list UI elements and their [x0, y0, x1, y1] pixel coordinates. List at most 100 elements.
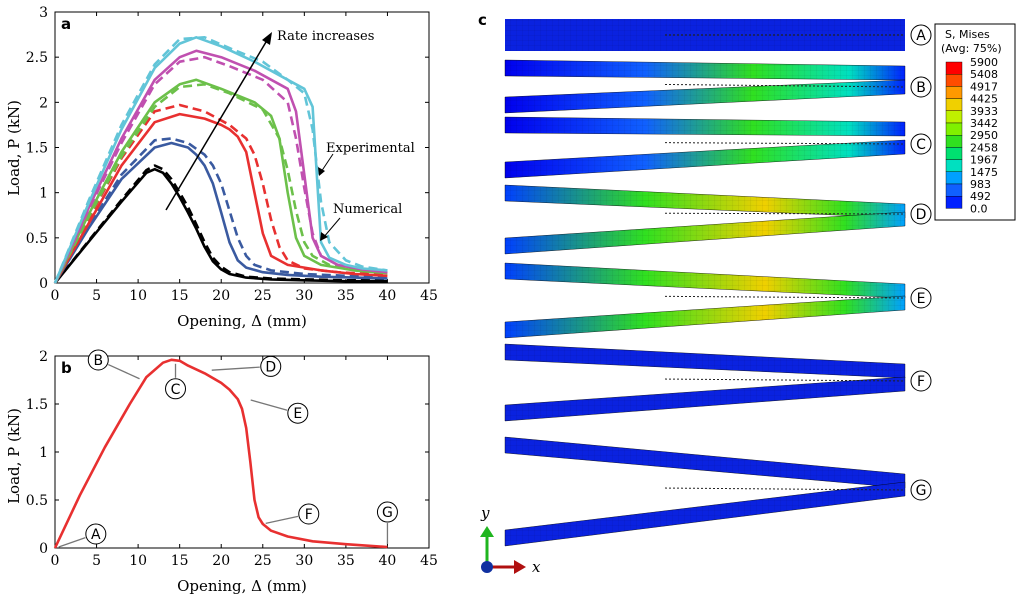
x-tick-label: 5: [92, 553, 101, 569]
panel-a-chart: a 0 5 10 15 20 25 30 35 40 45 0 0.5 1 1.5 2 2.5 3 Openin…: [5, 5, 438, 330]
series-line-4: [53, 137, 388, 284]
cohesive-zone: [664, 487, 906, 491]
legend-level: 5408: [970, 68, 998, 81]
state-label: E: [917, 291, 926, 307]
x-tick-label: 25: [254, 288, 272, 304]
marker-circle: [87, 349, 109, 371]
legend-swatch: [945, 147, 963, 160]
marker-label: B: [93, 353, 103, 369]
panel-b-markers: A B C D E F G: [58, 349, 398, 548]
beam-state-C: C: [504, 116, 932, 179]
legend-items: 5900540849174425393334422950245819671475…: [945, 56, 998, 215]
cohesive-zone: [664, 378, 906, 382]
legend-level: 3933: [970, 105, 998, 118]
x-tick-label: 10: [129, 553, 147, 569]
panel-b-series: [53, 358, 388, 549]
legend-swatch: [945, 134, 963, 148]
y-axis-arrow-head: [480, 526, 494, 537]
marker-circle: [298, 503, 320, 525]
marker-label: C: [171, 382, 181, 398]
legend-swatch: [945, 73, 963, 87]
series-line-10: [53, 55, 388, 284]
series-line-1: [53, 358, 388, 549]
legend-level: 1475: [970, 166, 998, 179]
beam-lower-mesh: [505, 80, 905, 113]
y-tick-label: 2: [39, 349, 48, 365]
rate-arrow: [165, 41, 267, 211]
marker-circle: [260, 355, 282, 377]
marker-leader: [58, 537, 86, 548]
cohesive-zone: [664, 142, 906, 145]
marker-circle: [376, 501, 398, 523]
marker-circle: [165, 378, 187, 400]
x-tick-label: 35: [337, 553, 355, 569]
y-tick-label: 2.5: [26, 50, 48, 66]
marker-leader: [211, 366, 260, 371]
cohesive-zone: [664, 295, 906, 299]
x-axis-arrow-head: [514, 560, 526, 574]
y-tick-label: 1.5: [26, 141, 48, 157]
legend-title: S, Mises: [945, 28, 990, 41]
beam-state-G: G: [504, 436, 932, 547]
x-tick-label: 30: [295, 288, 313, 304]
legend-swatch: [945, 61, 963, 75]
x-tick-label: 0: [51, 553, 60, 569]
axis-origin: [481, 561, 493, 573]
state-label: C: [916, 137, 926, 153]
beam-lower-mesh: [505, 482, 905, 546]
experimental-pointer-head: [318, 167, 325, 176]
state-label-circle: [910, 287, 932, 309]
legend-swatch: [945, 98, 963, 111]
x-tick-label: 10: [129, 288, 147, 304]
state-label-circle: [910, 133, 932, 155]
legend-level: 4917: [970, 80, 998, 93]
legend-level: 1967: [970, 154, 998, 167]
y-tick-label: 2: [39, 95, 48, 111]
y-tick-label: 1: [39, 186, 48, 202]
legend-level: 5900: [970, 56, 998, 69]
legend-level: 0.0: [970, 202, 988, 215]
legend-level: 4425: [970, 93, 998, 106]
y-tick-label: 3: [39, 5, 48, 21]
legend-swatch: [945, 171, 963, 185]
beam-lower-mesh: [505, 212, 905, 254]
beam-state-B: B: [504, 59, 932, 114]
y-tick-label: 0: [39, 541, 48, 557]
beam-upper-mesh: [505, 185, 905, 218]
beam-states: A B C D E F G: [504, 19, 932, 547]
state-label-circle: [910, 370, 932, 392]
beam-state-E: E: [504, 262, 932, 339]
panel-a-label: a: [61, 15, 71, 33]
legend-swatch: [945, 159, 963, 173]
panel-b-frame: [54, 355, 430, 549]
state-label: B: [916, 80, 926, 96]
panel-b-xlabel: Opening, Δ (mm): [177, 577, 307, 595]
numerical-pointer: [322, 217, 341, 239]
legend-swatch: [945, 122, 963, 136]
x-tick-label: 5: [92, 288, 101, 304]
panel-b-chart: b 0 5 10 15 20 25 30 35 40 45 0 0.5 1 1.5 2 A B C D E F G Op…: [5, 349, 438, 595]
state-label: G: [916, 483, 927, 499]
state-label-circle: [910, 479, 932, 501]
beam-upper-mesh: [505, 344, 905, 378]
beam-upper-mesh: [505, 437, 905, 488]
state-label-circle: [910, 203, 932, 225]
marker-label: D: [265, 359, 276, 375]
y-tick-label: 1: [39, 445, 48, 461]
panel-a-ticks: 0 5 10 15 20 25 30 35 40 45 0 0.5 1 1.5 2 2.5 3: [26, 5, 438, 304]
legend-swatch: [945, 183, 963, 197]
state-label-circle: [910, 24, 932, 46]
beam-state-A: A: [505, 19, 932, 51]
marker-leader: [265, 515, 299, 524]
x-tick-label: 45: [420, 553, 438, 569]
marker-circle: [287, 402, 309, 424]
panel-a-xlabel: Opening, Δ (mm): [177, 312, 307, 330]
legend-level: 2458: [970, 141, 998, 154]
y-tick-label: 1.5: [26, 397, 48, 413]
x-tick-label: 40: [379, 288, 397, 304]
x-tick-label: 40: [379, 553, 397, 569]
x-axis-label: x: [532, 558, 541, 576]
state-label: F: [917, 374, 925, 390]
